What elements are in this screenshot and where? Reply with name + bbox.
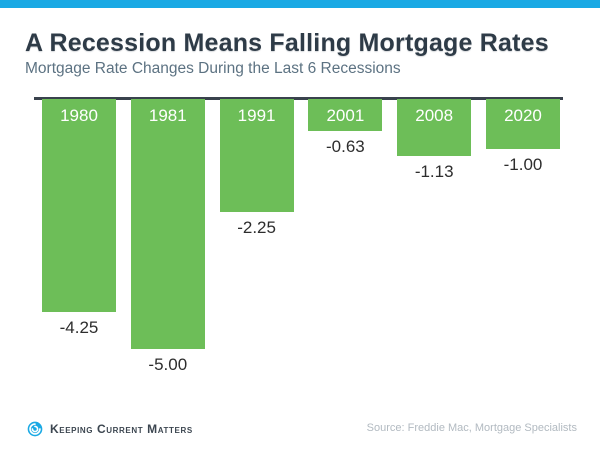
bar-group: 2020 -1.00	[485, 99, 560, 174]
kcm-swirl-logo-icon	[27, 421, 43, 437]
bar-year-label: 1980	[60, 106, 98, 125]
bar-rect: 1991	[219, 99, 294, 212]
bar-value-label: -2.25	[237, 217, 276, 237]
page-subtitle: Mortgage Rate Changes During the Last 6 …	[25, 60, 401, 77]
bar-group: 1980 -4.25	[42, 99, 116, 336]
page-title: A Recession Means Falling Mortgage Rates	[25, 29, 549, 57]
bar-rect: 1981	[130, 99, 205, 349]
bar-group: 2008 -1.13	[397, 99, 472, 181]
bar-year-label: 2001	[326, 106, 365, 125]
bar-value-label: -1.13	[414, 161, 454, 181]
bar-value-label: -0.63	[326, 136, 365, 156]
bar-year-label: 1981	[148, 106, 187, 125]
bar-rect: 2001	[308, 99, 383, 131]
source-attribution: Source: Freddie Mac, Mortgage Specialist…	[366, 422, 577, 434]
bar-chart: 1980 -4.25 1981 -5.00 1991 -2.25 2001 -0…	[42, 99, 560, 373]
bar-value-label: -1.00	[503, 155, 543, 174]
bar-rect: 1980	[42, 99, 116, 312]
bar-group: 2001 -0.63	[308, 99, 383, 156]
bar-value-label: -5.00	[148, 355, 188, 374]
bar-group: 1981 -5.00	[130, 99, 205, 374]
bar-group: 1991 -2.25	[219, 99, 294, 237]
logo: Keeping Current Matters	[27, 421, 193, 437]
bar-year-label: 2008	[415, 106, 454, 125]
logo-text: Keeping Current Matters	[50, 422, 193, 436]
top-accent-bar	[0, 0, 600, 8]
bar-year-label: 1991	[237, 106, 276, 125]
bar-year-label: 2020	[504, 106, 542, 125]
chart-baseline-axis	[34, 97, 563, 100]
bar-rect: 2020	[485, 99, 560, 149]
bar-rect: 2008	[397, 99, 472, 156]
bar-value-label: -4.25	[59, 317, 99, 337]
